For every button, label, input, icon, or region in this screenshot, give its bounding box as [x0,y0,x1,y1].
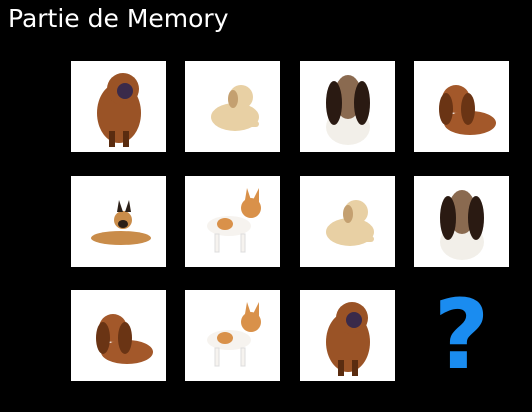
basset-hound-image [300,61,395,152]
card-chow-chow[interactable] [300,290,395,381]
golden-puppy-image [300,176,395,267]
cocker-spaniel-image [414,61,509,152]
question-mark-icon: ? [433,290,490,381]
card-cocker-spaniel[interactable] [71,290,166,381]
malinois-image [71,176,166,267]
card-basset-hound[interactable] [300,61,395,152]
chow-chow-image [300,290,395,381]
card-basset-hound[interactable] [414,176,509,267]
card-malinois[interactable] [71,176,166,267]
page-title: Partie de Memory [8,4,229,33]
card-chihuahua[interactable] [185,176,280,267]
card-chow-chow[interactable] [71,61,166,152]
card-chihuahua[interactable] [185,290,280,381]
card-hidden[interactable]: ? [414,290,509,381]
cocker-spaniel-image [71,290,166,381]
chihuahua-image [185,176,280,267]
card-golden-puppy[interactable] [185,61,280,152]
card-golden-puppy[interactable] [300,176,395,267]
basset-hound-image [414,176,509,267]
chihuahua-image [185,290,280,381]
card-cocker-spaniel[interactable] [414,61,509,152]
chow-chow-image [71,61,166,152]
golden-puppy-image [185,61,280,152]
